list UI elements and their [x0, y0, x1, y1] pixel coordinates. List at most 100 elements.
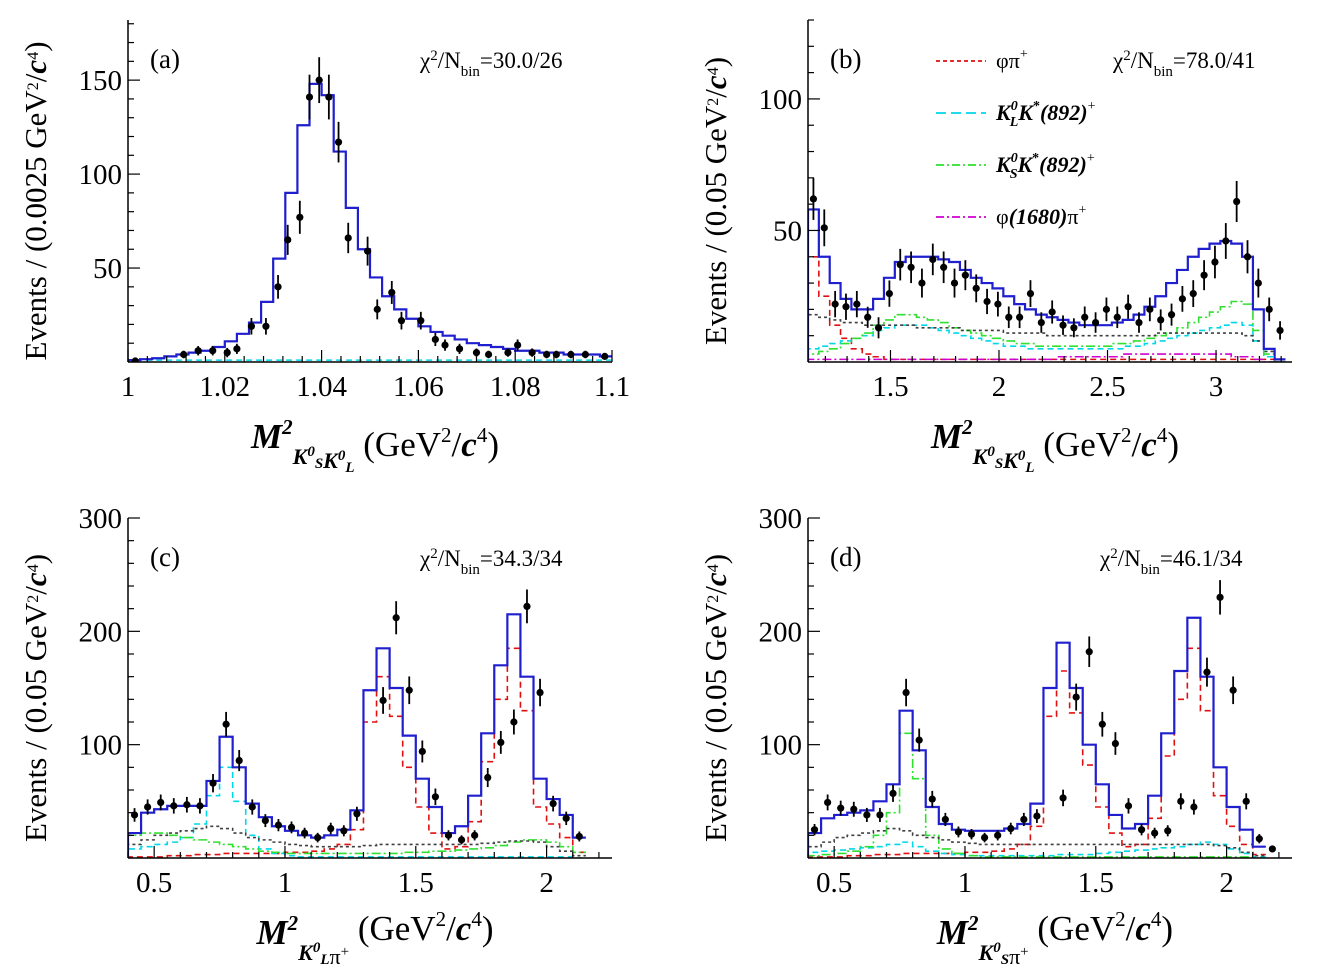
data-point [248, 803, 256, 811]
data-point [497, 738, 505, 747]
y-tick-label: 50 [773, 215, 802, 247]
data-point [1081, 313, 1089, 321]
series-k-s-0-k-892- [128, 832, 586, 858]
data-point [484, 773, 492, 782]
data-point [1059, 321, 1067, 329]
data-point [196, 802, 204, 810]
data-point [820, 224, 828, 232]
y-tick-label: 100 [79, 730, 123, 762]
series-background [128, 825, 586, 858]
legend-entry: φ(1680)π+ [996, 203, 1086, 229]
chi2-label: χ2/Nbin=46.1/34 [1099, 546, 1243, 578]
data-point [528, 349, 536, 357]
chi2-label: χ2/Nbin=78.0/41 [1112, 48, 1256, 80]
plot-area [808, 177, 1286, 362]
data-point [418, 747, 426, 756]
data-point [972, 284, 980, 292]
data-point [954, 828, 963, 836]
data-point [1268, 845, 1276, 853]
data-point [864, 313, 872, 321]
legend-entry: φπ+ [996, 47, 1028, 73]
data-point [1124, 303, 1132, 311]
data-point [1026, 290, 1035, 298]
series-total-fit [128, 613, 586, 858]
data-point [344, 234, 352, 242]
panel-label: (d) [830, 542, 861, 572]
y-axis-label: Events / (0.05 GeV2/c4) [18, 554, 53, 842]
data-point [510, 718, 518, 726]
data-point [471, 831, 479, 839]
data-point [928, 795, 936, 803]
panel-label: (b) [830, 44, 861, 74]
data-point [315, 76, 323, 84]
data-point [1070, 324, 1078, 332]
data-point [1222, 237, 1230, 245]
data-point [1113, 313, 1121, 321]
data-point [504, 349, 512, 357]
x-tick-label: 1.06 [393, 371, 444, 403]
data-point [1135, 318, 1143, 327]
data-point [444, 831, 453, 839]
data-point [247, 322, 256, 330]
data-point [581, 350, 589, 359]
data-point [915, 736, 923, 744]
data-point [863, 811, 871, 819]
data-point [543, 350, 551, 359]
x-tick-label: 1.5 [1078, 867, 1114, 899]
data-point [209, 347, 217, 355]
data-point [1167, 311, 1176, 319]
x-tick-label: 3 [1209, 371, 1224, 403]
data-point [1016, 313, 1024, 321]
series-- [128, 647, 586, 858]
data-point [274, 283, 282, 291]
panel-label: (a) [150, 44, 180, 74]
data-point [431, 335, 439, 344]
x-tick-label: 2 [539, 867, 554, 899]
panel-a: 1 1.02 1.04 1.06 1.08 1.1 50 100 150 (a) χ2/Nbin=3… [18, 20, 630, 476]
data-point [235, 756, 243, 765]
y-axis-label: Events / (0.05 GeV2/c4) [698, 554, 733, 842]
data-point [194, 347, 202, 355]
data-point [1265, 305, 1273, 313]
data-point [874, 324, 883, 332]
y-axis-label: Events / (0.05 GeV2/c4) [698, 57, 733, 345]
data-point [363, 247, 372, 255]
data-point [287, 823, 296, 832]
data-point [940, 263, 948, 271]
data-point [157, 798, 165, 807]
data-point [1085, 648, 1093, 656]
data-point [1216, 593, 1224, 601]
x-tick-label: 2 [1219, 867, 1234, 899]
data-point [1098, 720, 1106, 728]
y-tick-label: 300 [79, 503, 123, 535]
x-tick-label: 1 [121, 371, 136, 403]
data-point [405, 686, 413, 694]
data-point [209, 779, 217, 787]
series-- [808, 255, 1286, 362]
y-tick-label: 200 [759, 616, 803, 648]
data-point [994, 300, 1002, 308]
data-point [1005, 313, 1013, 321]
data-point [1255, 835, 1263, 843]
data-point [300, 829, 309, 837]
x-tick-label: 1.04 [296, 371, 347, 403]
data-point [1111, 739, 1120, 748]
data-point [810, 826, 819, 834]
data-point [961, 271, 969, 279]
series-background [808, 827, 1266, 858]
series-- [808, 647, 1266, 858]
series-k-l-0-k-892- [128, 359, 612, 362]
data-point [484, 350, 493, 359]
data-point [907, 263, 915, 271]
data-point [261, 817, 269, 825]
data-point [388, 288, 396, 297]
data-point [131, 357, 139, 362]
data-point [1177, 797, 1185, 805]
x-tick-label: 0.5 [816, 867, 852, 899]
series-k-l-0-k-892- [808, 321, 1286, 362]
x-axis-label: M2K0Sπ+ (GeV2/c4) [936, 907, 1173, 969]
data-point [983, 297, 991, 306]
series-k-s-0-k-892- [808, 732, 1266, 858]
data-point [1254, 279, 1262, 287]
